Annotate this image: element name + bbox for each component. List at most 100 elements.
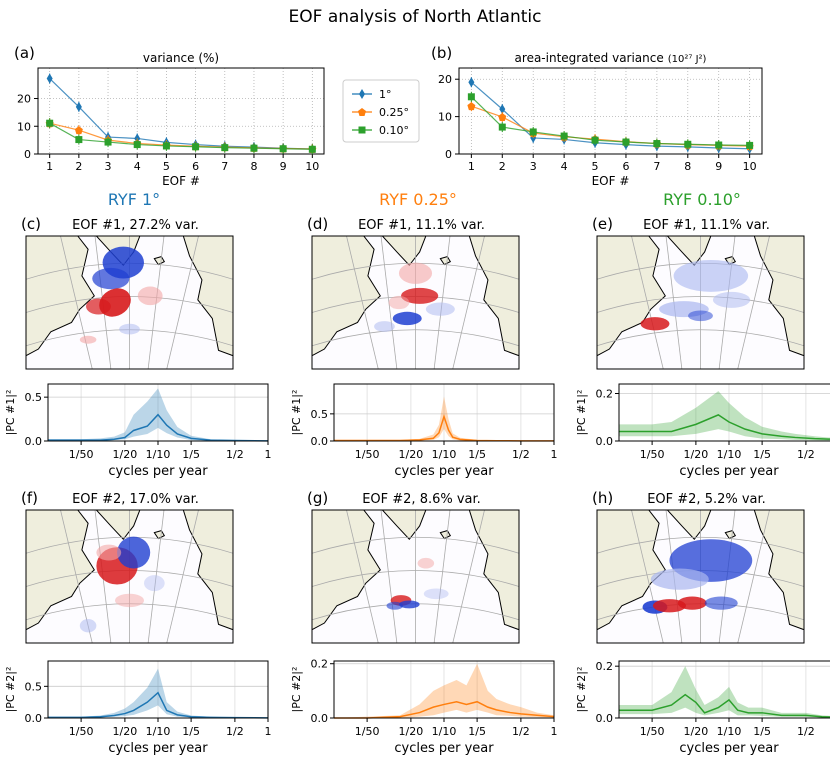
x-tick-label: 2 <box>75 160 82 173</box>
land-iceland <box>439 530 452 540</box>
data-point <box>279 145 287 153</box>
x-tick-label: 4 <box>134 160 141 173</box>
x-axis-label: cycles per year <box>679 464 779 479</box>
land-europe-africa <box>468 510 519 631</box>
graticule-lon <box>166 236 199 369</box>
x-tick-label: 1 <box>265 448 272 461</box>
y-tick-label: 10 <box>17 120 31 133</box>
plot-frame <box>458 67 763 155</box>
land-greenland <box>666 510 712 541</box>
x-tick-label: 1/20 <box>684 448 709 461</box>
confidence-band <box>334 663 554 718</box>
data-point <box>498 123 506 131</box>
x-tick-label: 1/2 <box>226 448 244 461</box>
anomaly-blob <box>79 335 97 344</box>
series-line-1 <box>49 122 313 150</box>
data-point <box>75 101 82 112</box>
anomaly-blob <box>392 311 422 326</box>
x-tick-label: 10 <box>743 160 757 173</box>
x-tick-label: 1/2 <box>512 725 530 738</box>
anomaly-blob <box>386 601 404 610</box>
anomaly-blob <box>92 267 130 290</box>
x-tick-label: 1/5 <box>468 725 486 738</box>
legend-marker <box>358 126 366 134</box>
x-tick-label: 1/50 <box>355 448 380 461</box>
y-tick-label: 0 <box>24 148 31 161</box>
x-tick-label: 8 <box>684 160 691 173</box>
data-point <box>46 119 54 127</box>
x-tick-label: 1/10 <box>146 725 171 738</box>
land-greenland <box>666 236 712 267</box>
data-point <box>192 143 200 151</box>
anomaly-blob <box>115 593 144 608</box>
anomaly-blob <box>650 568 709 590</box>
data-point <box>74 126 83 135</box>
panel-title: EOF #2, 8.6% var. <box>362 492 481 507</box>
y-tick-label: 0.0 <box>25 435 43 448</box>
anomaly-blob <box>677 596 707 610</box>
anomaly-blob <box>652 599 687 613</box>
x-tick-label: 1/10 <box>146 448 171 461</box>
data-point <box>162 142 170 150</box>
anomaly-blob <box>401 287 439 304</box>
y-tick-label: 0.5 <box>311 408 329 421</box>
x-tick-label: 7 <box>653 160 660 173</box>
data-point <box>560 132 568 140</box>
panel-g: (g) EOF #2, 8.6% var. 0.0 0.2 1/50 1/20 1/10 1/… <box>290 489 558 756</box>
x-tick-label: 1/50 <box>640 725 665 738</box>
column-title-1: RYF 0.25° <box>379 190 457 209</box>
data-point <box>529 128 537 136</box>
land-europe-africa <box>182 510 233 631</box>
x-axis-label: cycles per year <box>108 464 208 479</box>
land-greenland <box>95 510 141 541</box>
chart-panel-a: (a) variance (%) 1 2 3 4 5 6 7 8 9 10 0 10 20 EOF # 1° 0.… <box>14 44 420 188</box>
spectrum-line <box>619 693 830 718</box>
panel-label: (c) <box>21 215 41 233</box>
anomaly-blob <box>417 557 435 569</box>
y-tick-label: 20 <box>438 73 452 86</box>
panel-label: (d) <box>307 215 328 233</box>
map-content <box>26 510 233 643</box>
y-axis-label: |PC #1|² <box>290 390 303 436</box>
data-point <box>75 136 83 144</box>
x-tick-label: 1/50 <box>69 725 94 738</box>
panel-label: (f) <box>21 489 38 507</box>
graticule-lon <box>452 236 485 369</box>
anomaly-blob <box>423 588 449 600</box>
panel-h: (h) EOF #2, 5.2% var. 0.0 0.2 1/50 1/20 1/10 1/… <box>575 489 830 756</box>
x-tick-label: 8 <box>250 160 257 173</box>
panel-title: variance (%) <box>143 51 219 65</box>
spectrum-chart: 0.0 0.5 1/50 1/20 1/10 1/5 1/2 1 cycles per year… <box>290 383 558 479</box>
y-axis-label: |PC #1|² <box>575 390 588 436</box>
data-point <box>467 102 476 111</box>
x-tick-label: 6 <box>622 160 629 173</box>
x-tick-label: 1/20 <box>113 448 138 461</box>
x-axis-label: cycles per year <box>108 741 208 756</box>
anomaly-blob <box>137 286 163 306</box>
panel-title: EOF #1, 11.1% var. <box>358 218 485 233</box>
data-point <box>468 77 475 88</box>
x-tick-label: 9 <box>715 160 722 173</box>
x-axis-label: cycles per year <box>394 741 494 756</box>
data-point <box>104 138 112 146</box>
anomaly-blob <box>425 302 455 316</box>
data-point <box>308 145 316 153</box>
eof-map <box>596 235 805 370</box>
land-europe-africa <box>468 236 519 357</box>
x-axis-label: EOF # <box>592 174 630 188</box>
panel-label: (b) <box>431 44 452 62</box>
plot-frame <box>37 67 325 155</box>
chart-panel-b: (b) area-integrated variance (10²⁷ J²) 1 2 3 4… <box>431 44 763 188</box>
panel-title: EOF #2, 17.0% var. <box>72 492 199 507</box>
map-frame <box>596 509 805 644</box>
panel-title: EOF #1, 27.2% var. <box>72 218 199 233</box>
column-title-0: RYF 1° <box>108 190 160 209</box>
graticule-lon <box>346 510 379 643</box>
panel-e: (e) EOF #1, 11.1% var. 0.0 0.2 1/50 1/20 1/10 1… <box>575 215 830 479</box>
x-tick-label: 1/50 <box>69 448 94 461</box>
anomaly-blob <box>117 536 151 569</box>
x-tick-label: 5 <box>592 160 599 173</box>
x-tick-label: 3 <box>105 160 112 173</box>
spectrum-line <box>48 691 269 719</box>
